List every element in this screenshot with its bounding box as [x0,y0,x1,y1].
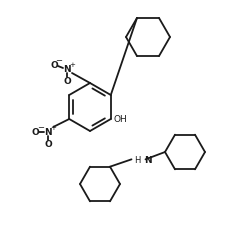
Text: −: − [37,123,44,132]
Text: OH: OH [114,115,128,124]
Text: +: + [50,124,56,130]
Text: O: O [50,61,58,70]
Text: N: N [44,128,52,137]
Text: −: − [55,56,62,65]
Text: +: + [69,62,75,68]
Text: H: H [134,155,141,164]
Text: N: N [144,155,152,164]
Text: O: O [31,128,39,137]
Text: O: O [44,140,52,149]
Text: O: O [63,77,71,86]
Text: N: N [63,65,71,74]
